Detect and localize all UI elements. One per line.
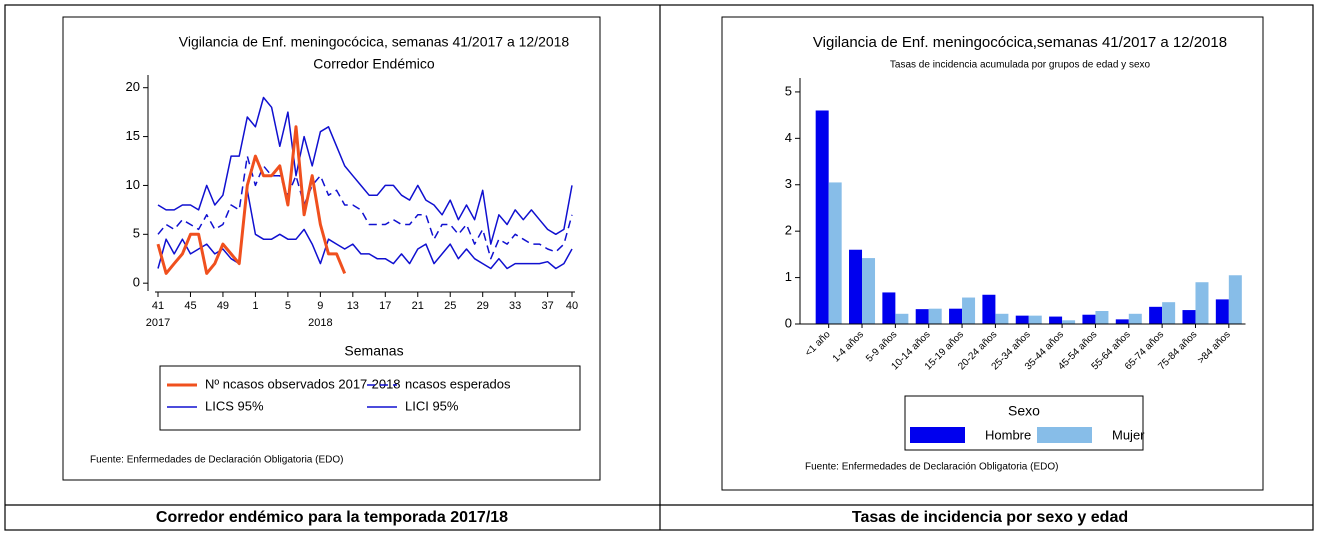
legend-swatch <box>910 427 965 443</box>
chart-title: Vigilancia de Enf. meningocócica,semanas… <box>813 34 1227 51</box>
bar <box>1215 299 1229 324</box>
series-line <box>156 125 347 275</box>
bar <box>1182 310 1196 324</box>
legend-label: Nº ncasos observados 2017-2018 <box>205 376 401 391</box>
bar <box>815 110 829 324</box>
x-tick-label: 49 <box>217 300 229 312</box>
bar <box>928 308 942 324</box>
y-tick-label: 0 <box>133 275 140 290</box>
y-tick-label: 5 <box>785 83 792 98</box>
y-tick-label: 0 <box>785 315 792 330</box>
source-note: Fuente: Enfermedades de Declaración Obli… <box>90 455 343 466</box>
y-tick-label: 20 <box>126 79 140 94</box>
legend-label: Mujer <box>1112 427 1145 442</box>
x-axis-label: Semanas <box>344 343 403 359</box>
x-tick-label: 45 <box>184 300 196 312</box>
bar <box>1115 319 1129 324</box>
bar <box>1128 313 1142 324</box>
bar <box>1162 302 1176 324</box>
bar <box>849 249 863 324</box>
chart-subtitle: Corredor Endémico <box>313 56 435 72</box>
legend-title: Sexo <box>1008 403 1040 419</box>
legend-swatch <box>1037 427 1092 443</box>
x-tick-label: 17 <box>379 300 391 312</box>
bar <box>1062 320 1076 324</box>
y-tick-label: 4 <box>785 130 792 145</box>
bar <box>1195 282 1209 324</box>
legend-label: LICI 95% <box>405 398 459 413</box>
bar <box>828 182 842 324</box>
bar <box>949 308 963 324</box>
x-tick-label: 37 <box>542 300 554 312</box>
legend-box <box>159 365 581 431</box>
legend-label: ncasos esperados <box>405 376 511 391</box>
bar <box>895 313 909 324</box>
x-tick-label: 13 <box>347 300 359 312</box>
series-line <box>157 155 573 260</box>
y-tick-label: 1 <box>785 269 792 284</box>
bar <box>962 297 976 324</box>
bar <box>1095 311 1109 324</box>
x-tick-label: 21 <box>412 300 424 312</box>
chart-subtitle: Tasas de incidencia acumulada por grupos… <box>890 60 1151 71</box>
y-tick-label: 2 <box>785 223 792 238</box>
bar <box>1149 306 1163 324</box>
x-tick-label: 1 <box>252 300 258 312</box>
bar <box>1028 315 1042 324</box>
bar <box>982 294 996 324</box>
x-tick-label: 40 <box>566 300 578 312</box>
x-year-label: 2017 <box>146 317 170 329</box>
source-note: Fuente: Enfermedades de Declaración Obli… <box>805 462 1058 473</box>
bar <box>995 313 1009 324</box>
x-tick-label: 29 <box>477 300 489 312</box>
bar <box>862 258 876 324</box>
bar <box>1049 316 1063 324</box>
caption: Tasas de incidencia por sexo y edad <box>852 509 1128 526</box>
x-tick-label: 5 <box>285 300 291 312</box>
y-tick-label: 3 <box>785 176 792 191</box>
legend-label: LICS 95% <box>205 398 264 413</box>
table-border <box>4 4 1314 531</box>
x-tick-label: 41 <box>152 300 164 312</box>
x-tick-label: 25 <box>444 300 456 312</box>
y-tick-label: 15 <box>126 128 140 143</box>
x-tick-label: 9 <box>317 300 323 312</box>
bar <box>915 309 929 324</box>
x-year-label: 2018 <box>308 317 332 329</box>
bar <box>1082 314 1096 324</box>
chart-title: Vigilancia de Enf. meningocócica, semana… <box>179 34 570 50</box>
bar <box>1015 315 1029 324</box>
x-tick-label: 33 <box>509 300 521 312</box>
y-tick-label: 10 <box>126 177 140 192</box>
series-line <box>157 189 573 270</box>
bar <box>882 292 896 324</box>
legend-label: Hombre <box>985 427 1031 442</box>
caption: Corredor endémico para la temporada 2017… <box>156 509 508 526</box>
bar <box>1228 275 1242 324</box>
y-tick-label: 5 <box>133 226 140 241</box>
series-line <box>157 96 573 245</box>
